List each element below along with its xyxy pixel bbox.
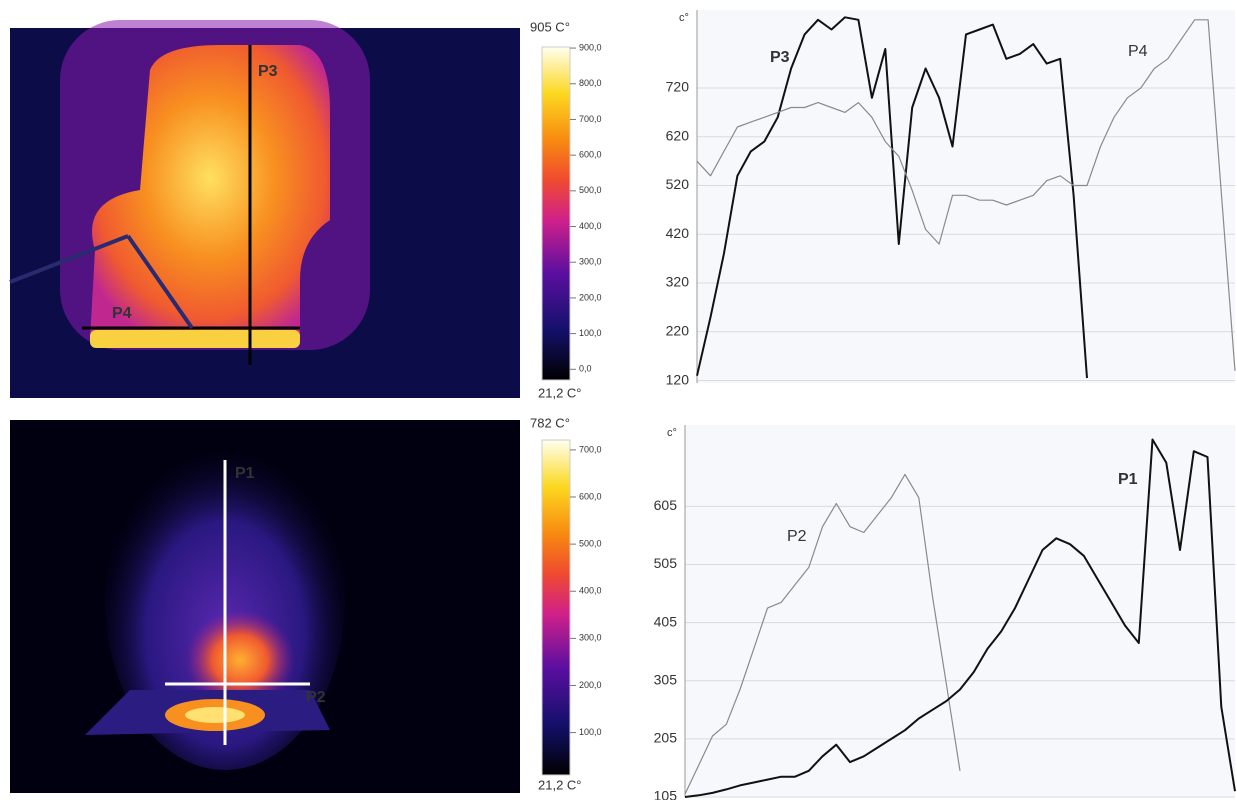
colorbar <box>541 439 571 776</box>
y-tick-label: 205 <box>654 730 678 746</box>
colorbar-tick-label: 600,0 <box>579 491 602 501</box>
y-axis-label: c° <box>667 427 677 439</box>
y-tick-label: 120 <box>666 371 690 387</box>
series-label: P4 <box>1128 43 1148 60</box>
y-axis-label: c° <box>679 12 689 24</box>
image-label: P4 <box>112 305 132 322</box>
y-tick-label: 220 <box>666 323 690 339</box>
series-label: P3 <box>770 49 790 66</box>
series-label: P1 <box>1118 471 1138 488</box>
colorbar-min: 21,2 C° <box>538 385 582 400</box>
colorbar-tick-label: 400,0 <box>579 586 602 596</box>
colorbar-tick-label: 700,0 <box>579 444 602 454</box>
colorbar-tick-label: 200,0 <box>579 680 602 690</box>
colorbar-tick-label: 700,0 <box>579 114 602 124</box>
colorbar-tick-label: 800,0 <box>579 78 602 88</box>
colorbar-tick-label: 400,0 <box>579 221 602 231</box>
colorbar-tick-label: 0,0 <box>579 364 592 374</box>
image-label: P2 <box>306 689 326 706</box>
y-tick-label: 505 <box>654 555 678 571</box>
colorbar-tick-label: 500,0 <box>579 539 602 549</box>
y-tick-label: 420 <box>666 225 690 241</box>
plot-area <box>697 10 1235 383</box>
y-tick-label: 305 <box>654 671 678 687</box>
y-tick-label: 320 <box>666 274 690 290</box>
thermal-image-top <box>9 20 520 398</box>
thermal-image-bottom <box>10 420 520 793</box>
series-label: P2 <box>787 528 807 545</box>
series-line <box>696 19 1236 371</box>
plot-area <box>685 425 1235 797</box>
colorbar <box>541 46 571 381</box>
colorbar-max: 782 C° <box>530 415 570 430</box>
y-tick-label: 620 <box>666 127 690 143</box>
series-line <box>696 16 1088 379</box>
y-tick-label: 520 <box>666 176 690 192</box>
colorbar-tick-label: 600,0 <box>579 150 602 160</box>
colorbar-tick-label: 300,0 <box>579 257 602 267</box>
y-tick-label: 605 <box>654 497 678 513</box>
series-line <box>684 473 961 795</box>
colorbar-min: 21,2 C° <box>538 777 582 792</box>
y-tick-label: 405 <box>654 613 678 629</box>
colorbar-tick-label: 100,0 <box>579 727 602 737</box>
colorbar-tick-label: 500,0 <box>579 185 602 195</box>
image-label: P3 <box>258 63 278 80</box>
colorbar-tick-label: 900,0 <box>579 42 602 52</box>
colorbar-tick-label: 100,0 <box>579 328 602 338</box>
y-tick-label: 720 <box>666 79 690 95</box>
colorbar-tick-label: 300,0 <box>579 633 602 643</box>
image-label: P1 <box>235 465 255 482</box>
y-tick-label: 105 <box>654 788 678 800</box>
colorbar-tick-label: 200,0 <box>579 292 602 302</box>
series-line <box>684 438 1236 798</box>
colorbar-max: 905 C° <box>530 19 570 34</box>
